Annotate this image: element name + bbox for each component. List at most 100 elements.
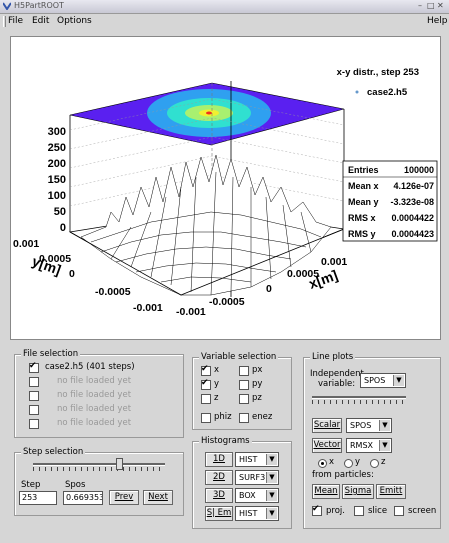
variable-enez-checkbox[interactable]	[239, 413, 249, 423]
y-tick-label: 0.001	[13, 238, 39, 250]
scalar-select[interactable]: SPOS ▼	[346, 418, 392, 433]
line-plot-slider[interactable]	[312, 396, 406, 399]
variable-label: x	[214, 365, 220, 375]
screen-checkbox[interactable]	[394, 506, 404, 516]
stats-label: RMS y	[348, 229, 376, 239]
y-tick-label: -0.001	[133, 302, 163, 314]
menu-file[interactable]: File	[8, 16, 24, 26]
variable-py-checkbox[interactable]	[239, 380, 249, 390]
chevron-down-icon: ▼	[266, 490, 277, 501]
scalar-button[interactable]: Scalar	[312, 418, 342, 433]
variable-z-checkbox[interactable]	[201, 394, 211, 404]
radio-x[interactable]	[318, 459, 327, 468]
hist-4-button[interactable]: S| Em	[205, 506, 233, 521]
x-tick-label: -0.001	[176, 306, 206, 318]
hist-option-select[interactable]: BOX ▼	[235, 488, 279, 503]
y-tick-label: -0.0005	[95, 286, 131, 298]
variable-label: pz	[252, 393, 262, 403]
radio-y[interactable]	[344, 459, 353, 468]
z-tick-label: 100	[48, 190, 66, 202]
histograms-group: Histograms 1D HIST ▼ 2D SURF3 ▼ 3D BOX ▼ S| Em HIS…	[192, 436, 292, 529]
step-slider-thumb[interactable]	[116, 458, 124, 470]
stats-value: 4.126e-07	[393, 181, 434, 191]
variable-selection-group: Variable selection x px y py z pz phiz enez	[192, 352, 292, 430]
app-logo-icon	[3, 2, 11, 10]
file-checkbox[interactable]	[29, 391, 39, 401]
variable-x-checkbox[interactable]	[201, 364, 211, 376]
radio-z[interactable]	[370, 459, 379, 468]
z-tick-label: 300	[48, 126, 66, 138]
slice-label: slice	[368, 506, 388, 516]
variable-label: z	[214, 393, 219, 403]
menu-help[interactable]: Help	[427, 16, 448, 26]
file-label: no file loaded yet	[57, 418, 132, 428]
step-label: Step	[21, 480, 41, 490]
file-selection-title: File selection	[21, 349, 81, 359]
stats-label: Mean x	[348, 181, 379, 191]
menu-grip	[3, 16, 6, 27]
variable-label: variable:	[318, 379, 356, 389]
menu-options[interactable]: Options	[57, 16, 92, 26]
maximize-icon[interactable]: □	[427, 1, 435, 10]
close-icon[interactable]: ✕	[437, 1, 444, 10]
file-label: no file loaded yet	[57, 376, 132, 386]
plot-canvas[interactable]: x-y distr., step 253 case2.h5 Entries 100…	[10, 36, 441, 340]
line-plots-group: Line plots Independent variable: SPOS ▼ S…	[303, 352, 441, 529]
hist-option-select[interactable]: HIST ▼	[235, 506, 279, 521]
from-particles-label: from particles:	[312, 470, 374, 480]
file-checkbox[interactable]	[29, 419, 39, 429]
z-tick-label: 200	[48, 158, 66, 170]
chevron-down-icon: ▼	[266, 508, 277, 519]
mean-button[interactable]: Mean	[312, 484, 340, 499]
emitt-button[interactable]: Emitt	[376, 484, 406, 499]
hist-option-select[interactable]: SURF3 ▼	[235, 470, 279, 485]
stats-label: Entries	[348, 165, 379, 175]
vector-button[interactable]: Vector	[312, 438, 342, 453]
minimize-icon[interactable]: –	[418, 1, 422, 10]
variable-y-checkbox[interactable]	[201, 378, 211, 390]
file-checkbox[interactable]	[29, 361, 39, 373]
menu-edit[interactable]: Edit	[32, 16, 50, 26]
x-tick-label: 0.0005	[287, 268, 319, 280]
stats-value: 100000	[404, 165, 434, 175]
variable-label: px	[252, 365, 263, 375]
proj-label: proj.	[326, 506, 345, 516]
independent-variable-select[interactable]: SPOS ▼	[360, 373, 406, 388]
prev-button[interactable]: Prev	[109, 490, 139, 505]
x-tick-label: 0.001	[321, 256, 347, 268]
surface-plot: x-y distr., step 253 case2.h5 Entries 100…	[13, 67, 438, 318]
menu-bar: File Edit Options Help	[0, 14, 449, 30]
hist-2-button[interactable]: 2D	[205, 470, 233, 485]
chevron-down-icon: ▼	[266, 472, 277, 483]
radio-label: z	[381, 457, 386, 467]
variable-phiz-checkbox[interactable]	[201, 413, 211, 423]
file-selection-group: File selection case2.h5 (401 steps) no fi…	[14, 349, 184, 438]
spos-label: Spos	[65, 480, 86, 490]
y-tick-label: 0.0005	[39, 253, 71, 265]
file-checkbox[interactable]	[29, 377, 39, 387]
independent-label: Independent	[310, 369, 364, 379]
hist-option-select[interactable]: HIST ▼	[235, 452, 279, 467]
stats-box: Entries 100000 Mean x 4.126e-07 Mean y -3.323…	[342, 160, 438, 242]
file-checkbox[interactable]	[29, 405, 39, 415]
stats-value: 0.0004422	[391, 213, 434, 223]
line-plots-title: Line plots	[310, 352, 356, 362]
z-tick-label: 150	[48, 174, 66, 186]
x-tick-label: 0	[266, 283, 272, 295]
next-button[interactable]: Next	[143, 490, 173, 505]
spos-input[interactable]: 0.669353	[63, 491, 103, 505]
variable-px-checkbox[interactable]	[239, 366, 249, 376]
title-bar: H5PartROOT – □ ✕	[0, 0, 449, 14]
step-slider-ticks	[33, 467, 165, 471]
variable-pz-checkbox[interactable]	[239, 394, 249, 404]
hist-3-button[interactable]: 3D	[205, 488, 233, 503]
proj-checkbox[interactable]	[312, 504, 322, 516]
hist-1-button[interactable]: 1D	[205, 452, 233, 467]
plot-title: x-y distr., step 253	[337, 67, 419, 78]
slice-checkbox[interactable]	[354, 506, 364, 516]
vector-select[interactable]: RMSX ▼	[346, 438, 392, 453]
step-slider[interactable]	[33, 463, 165, 466]
variable-label: py	[252, 379, 263, 389]
step-input[interactable]: 253	[19, 491, 57, 505]
sigma-button[interactable]: Sigma	[342, 484, 374, 499]
